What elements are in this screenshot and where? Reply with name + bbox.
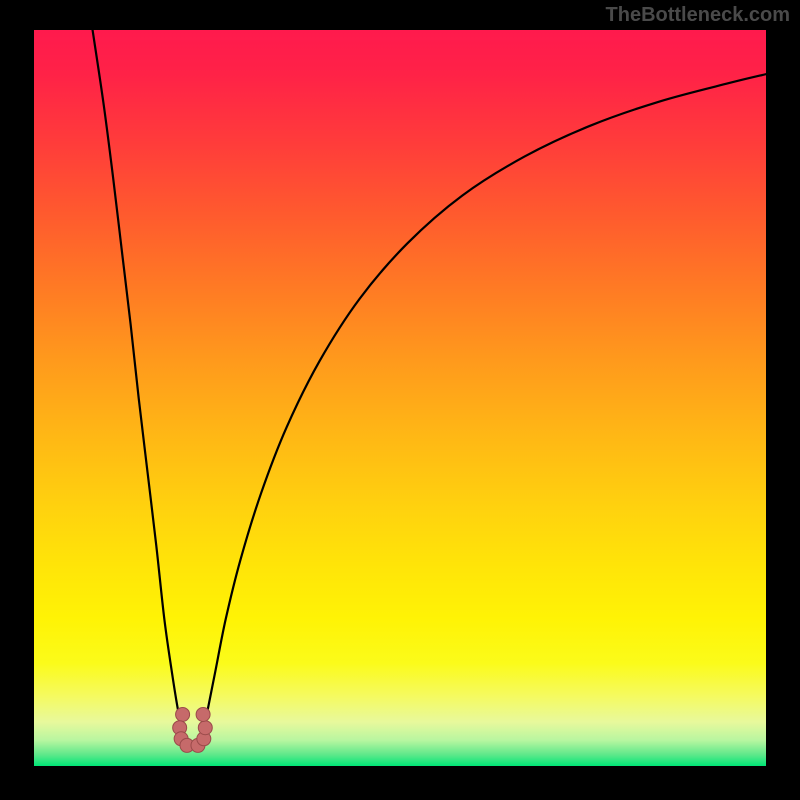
curve-marker <box>198 721 212 735</box>
curve-marker <box>176 707 190 721</box>
plot-area <box>34 30 766 766</box>
attribution-label: TheBottleneck.com <box>606 4 790 27</box>
marker-group <box>173 707 213 752</box>
curve-marker <box>196 707 210 721</box>
chart-container: TheBottleneck.com <box>0 0 800 800</box>
bottleneck-curve <box>93 30 766 742</box>
curve-layer <box>34 30 766 766</box>
